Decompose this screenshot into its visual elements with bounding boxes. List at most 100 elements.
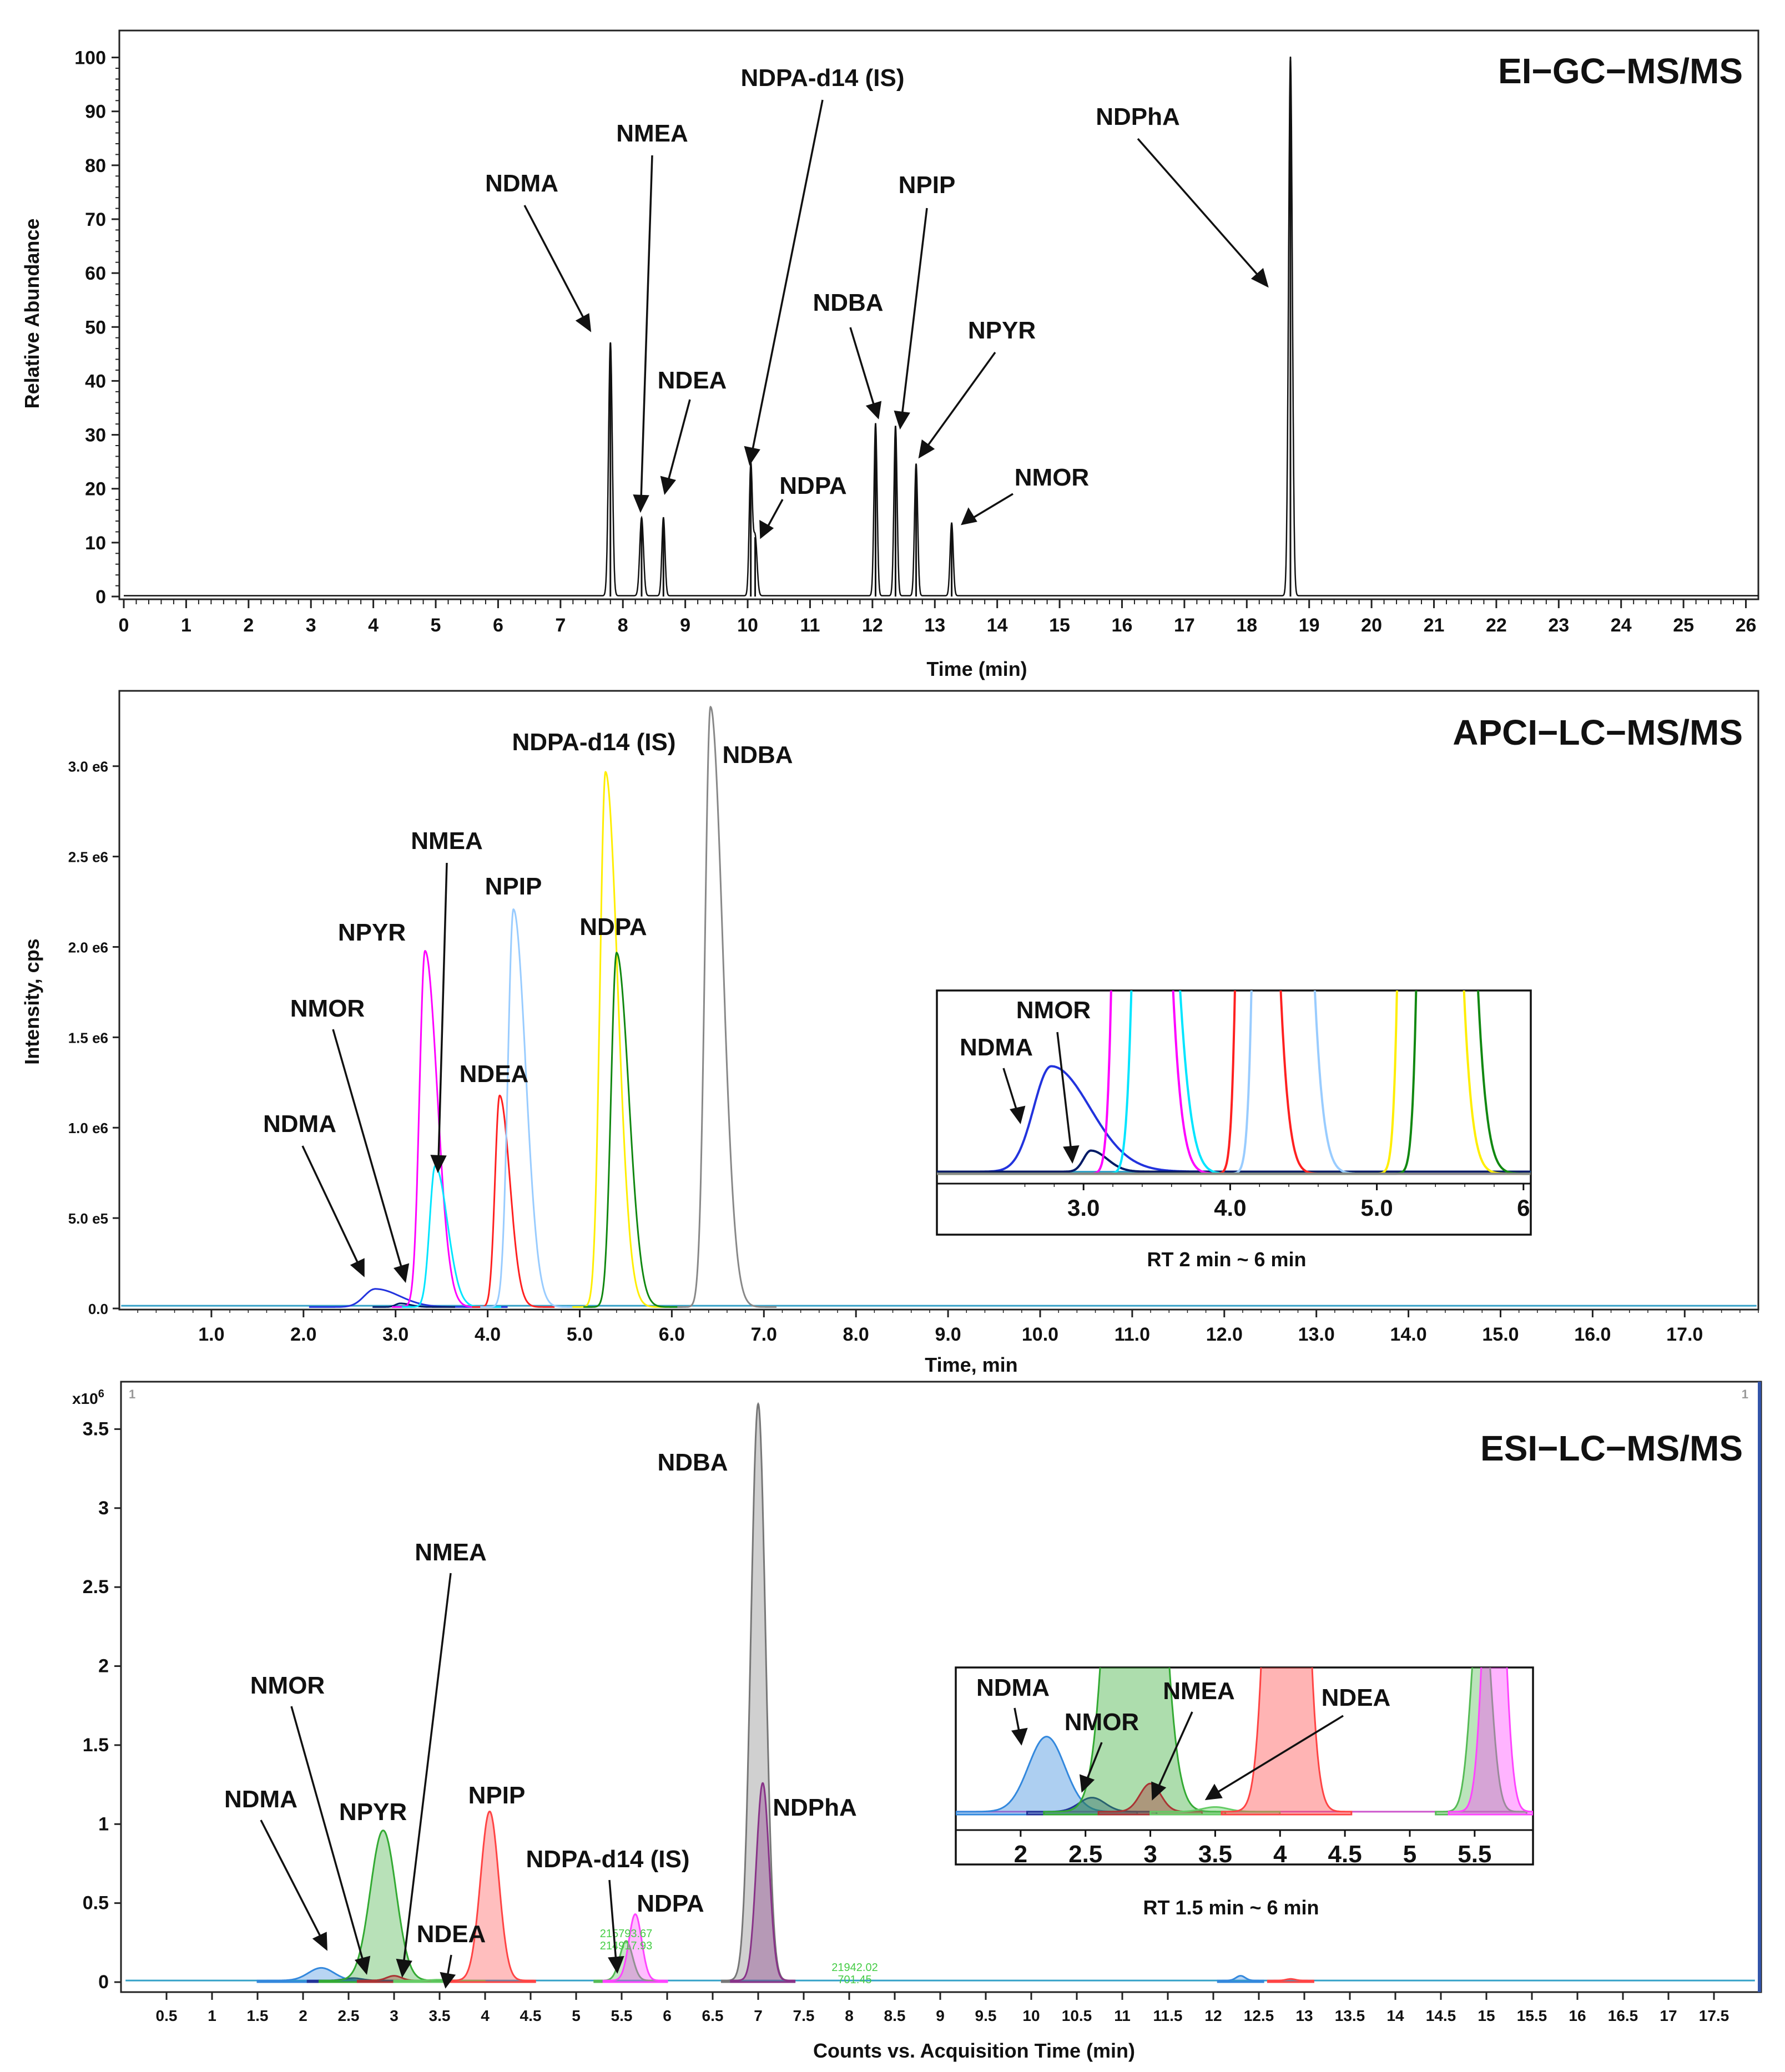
annotation-21942: 21942.02	[831, 1962, 878, 1974]
inset-esi-arrowhead-nmea	[1151, 1781, 1167, 1801]
peak-label-apci-ndea: NDEA	[460, 1060, 529, 1088]
arrowhead-ei-npip	[894, 410, 910, 430]
y-axis-label-apci: Intensity, cps	[21, 938, 43, 1064]
inset-x-tick-label-esi: 5.5	[1458, 1841, 1491, 1868]
arrow-ei-ndpa-d14	[751, 99, 824, 453]
inset-trace-esi-npip	[1221, 1667, 1353, 1816]
arrowhead-ei-nmea	[633, 494, 649, 513]
inset-x-tick-label-esi: 3.5	[1198, 1841, 1232, 1868]
x-tick-label-esi: 14.5	[1426, 2007, 1456, 2024]
y-tick-label-esi: 1.5	[83, 1735, 109, 1756]
arrowhead-ei-ndpa-d14	[744, 446, 760, 466]
x-tick-label-apci: 7.0	[751, 1324, 777, 1345]
arrowhead-ei-ndma	[575, 313, 592, 332]
x-tick-label-esi: 4	[481, 2007, 490, 2024]
inset-x-tick-label-esi: 2	[1014, 1841, 1027, 1868]
x-tick-label-ei: 9	[680, 615, 690, 636]
trace-apci-ndba	[677, 705, 776, 1308]
peak-label-ei-ndea: NDEA	[658, 367, 727, 394]
inset-esi-arrowhead-nmor	[1079, 1774, 1095, 1793]
trace-ei	[124, 57, 1758, 597]
inset-label-ndma: NDMA	[960, 1034, 1033, 1061]
peak-label-apci-ndpa: NDPA	[579, 913, 647, 941]
y-tick-label-apci: 0.0	[88, 1301, 108, 1317]
inset-trace-esi-ndpa	[1448, 1667, 1533, 1816]
arrow-ei-npip	[901, 208, 928, 417]
peak-label-esi-nmor: NMOR	[250, 1672, 325, 1699]
trace-apci-ndpa-d14-is-	[572, 771, 672, 1308]
peak-label-apci-ndba: NDBA	[722, 741, 793, 769]
y-tick-label-apci: 1.0 e6	[68, 1120, 108, 1136]
trace-esi-ndpa	[602, 1913, 668, 1983]
x-tick-label-esi: 1.5	[247, 2007, 269, 2024]
trace-esi-npyr	[319, 1830, 448, 1983]
corner-mark-left: 1	[129, 1387, 135, 1401]
x-tick-label-esi: 16.5	[1608, 2007, 1638, 2024]
inset-esi-label-ndea: NDEA	[1322, 1684, 1391, 1711]
inset-esi-arrow-ndea	[1215, 1715, 1344, 1795]
inset-x-tick-label-esi: 3	[1143, 1841, 1157, 1868]
inset-esi-arrow-nmea	[1156, 1711, 1193, 1790]
annotation-701: 701.45	[838, 1974, 871, 1986]
x-tick-label-ei: 2	[243, 615, 254, 636]
inset-caption-esi: RT 1.5 min ~ 6 min	[1143, 1896, 1319, 1919]
y-tick-label-ei: 50	[85, 317, 106, 338]
x-tick-label-esi: 6	[663, 2007, 672, 2024]
plot-frame-ei	[118, 29, 1759, 600]
y-tick-label-ei: 20	[85, 479, 106, 500]
trace-apci-nmor	[372, 1302, 455, 1308]
y-tick-label-esi: 2	[98, 1656, 109, 1677]
inset-arrowhead-nmor	[1063, 1145, 1080, 1164]
inset-frame-esi	[955, 1666, 1534, 1866]
x-tick-label-apci: 16.0	[1574, 1324, 1611, 1345]
x-tick-label-esi: 10.5	[1062, 2007, 1092, 2024]
peak-label-esi-ndpa-d14: NDPA-d14 (IS)	[526, 1846, 690, 1873]
arrowhead-ei-ndea	[660, 476, 677, 496]
trace-apci-npip	[480, 908, 579, 1308]
x-tick-label-esi: 12	[1204, 2007, 1222, 2024]
peak-label-esi-npyr: NPYR	[339, 1798, 407, 1826]
y-tick-label-ei: 70	[85, 209, 106, 230]
peak-label-apci-ndma: NDMA	[263, 1110, 336, 1138]
arrowhead-apci-nmor	[393, 1263, 410, 1283]
x-tick-label-ei: 22	[1486, 615, 1507, 636]
y-tick-label-ei: 40	[85, 371, 106, 392]
peak-label-ei-npyr: NPYR	[968, 317, 1036, 344]
y-tick-label-ei: 80	[85, 155, 106, 176]
x-tick-label-esi: 9.5	[975, 2007, 997, 2024]
y-tick-label-esi: 3	[98, 1498, 109, 1519]
x-tick-label-ei: 11	[800, 615, 820, 636]
inset-esi-label-nmor: NMOR	[1065, 1709, 1139, 1736]
y-tick-label-apci: 3.0 e6	[68, 759, 108, 775]
arrow-ei-npyr	[925, 351, 996, 449]
arrow-esi-ndea	[446, 1954, 452, 1977]
arrow-ei-ndma	[523, 205, 587, 322]
peak-label-esi-ndpa: NDPA	[637, 1890, 704, 1917]
x-tick-label-ei: 6	[493, 615, 503, 636]
x-tick-label-esi: 3.5	[429, 2007, 451, 2024]
x-tick-label-ei: 0	[119, 615, 129, 636]
x-tick-label-esi: 0.5	[156, 2007, 178, 2024]
x-tick-label-apci: 8.0	[843, 1324, 869, 1345]
x-tick-label-esi: 8	[845, 2007, 854, 2024]
peak-label-apci-npip: NPIP	[485, 873, 542, 900]
x-tick-label-esi: 11	[1114, 2007, 1131, 2024]
corner-mark-right: 1	[1742, 1387, 1748, 1401]
arrow-ei-ndba	[849, 327, 876, 408]
x-tick-label-esi: 2	[299, 2007, 307, 2024]
arrowhead-esi-ndpa-d14	[608, 1956, 624, 1974]
trace-apci-ndea	[472, 1094, 555, 1308]
x-tick-label-esi: 17	[1660, 2007, 1677, 2024]
inset-label-nmor: NMOR	[1016, 997, 1091, 1024]
x-tick-label-esi: 6.5	[702, 2007, 724, 2024]
x-tick-label-ei: 14	[987, 615, 1008, 636]
x-tick-label-apci: 10.0	[1022, 1324, 1058, 1345]
x-tick-label-ei: 3	[306, 615, 316, 636]
x-tick-label-ei: 1	[181, 615, 191, 636]
x-tick-label-esi: 13.5	[1335, 2007, 1365, 2024]
peak-label-ei-ndpa: NDPA	[779, 472, 846, 499]
peak-label-esi-npip: NPIP	[468, 1782, 526, 1809]
x-tick-label-esi: 11.5	[1153, 2007, 1183, 2024]
arrow-apci-ndma	[301, 1145, 361, 1267]
